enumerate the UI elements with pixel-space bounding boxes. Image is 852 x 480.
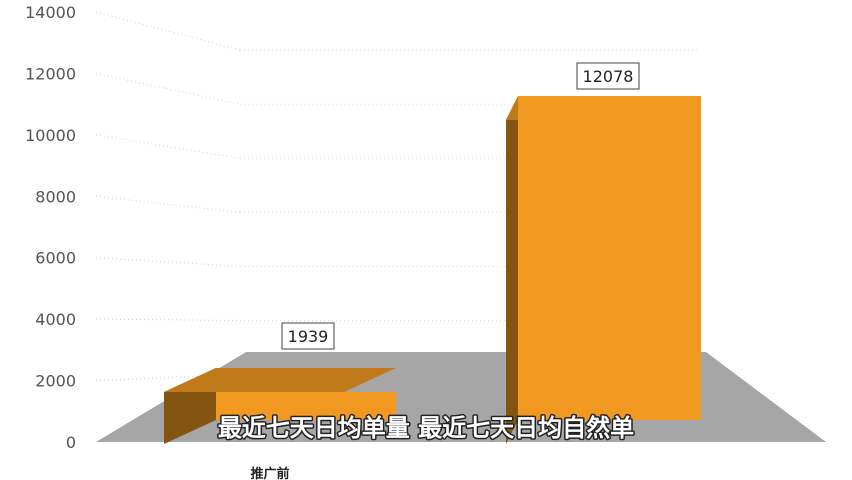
y-axis: 0 2000 4000 6000 8000 10000 12000 14000 xyxy=(25,3,76,452)
y-tick-label: 12000 xyxy=(25,64,76,83)
data-label-box xyxy=(576,62,640,90)
y-tick-label: 14000 xyxy=(25,3,76,22)
bar-side xyxy=(506,96,518,444)
y-tick-label: 4000 xyxy=(35,310,76,329)
data-labels: 1939 12078 xyxy=(281,62,640,350)
y-tick-label: 6000 xyxy=(35,249,76,268)
y-tick-label: 10000 xyxy=(25,126,76,145)
gridline-side xyxy=(95,134,241,159)
data-label: 12078 xyxy=(583,67,634,86)
video-subtitle: 最近七天日均单量 最近七天日均自然单 xyxy=(218,414,634,442)
y-tick-label: 8000 xyxy=(35,187,76,206)
data-label-box xyxy=(281,322,335,350)
y-tick-label: 0 xyxy=(66,433,76,452)
bar-top xyxy=(164,367,396,392)
data-label: 1939 xyxy=(288,327,329,346)
gridline-side xyxy=(95,72,241,105)
bar xyxy=(518,96,701,420)
gridline-side xyxy=(95,318,241,321)
gridline-side xyxy=(95,195,241,213)
bars xyxy=(164,96,701,444)
x-tick-label-0: 推广前 xyxy=(250,466,289,480)
gridline-side xyxy=(95,11,241,51)
x-axis-labels: 推广前 xyxy=(250,466,289,480)
gridline-side xyxy=(95,257,241,267)
y-tick-label: 2000 xyxy=(35,372,76,391)
bar xyxy=(216,391,396,420)
